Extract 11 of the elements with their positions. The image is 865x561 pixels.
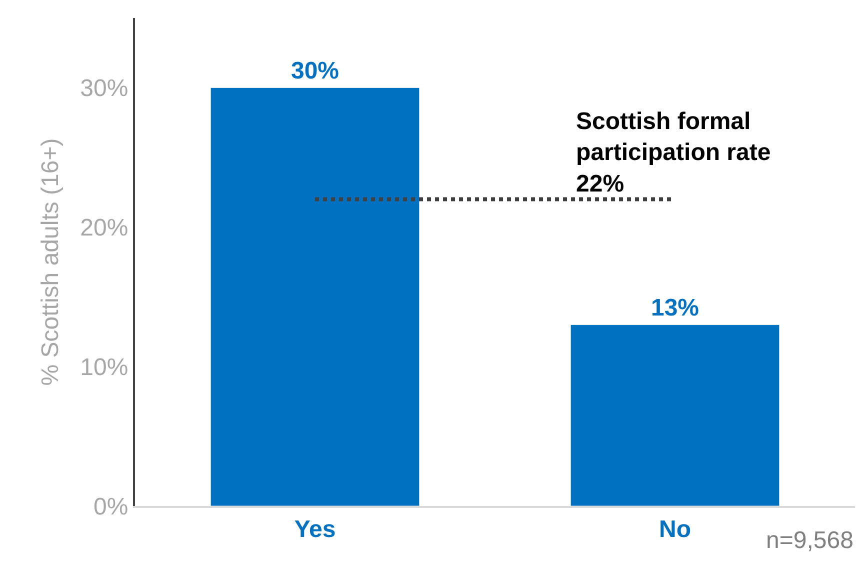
y-axis-title: % Scottish adults (16+) bbox=[36, 138, 64, 386]
data-label: 13% bbox=[650, 294, 700, 322]
x-tick-label: No bbox=[659, 516, 691, 543]
y-tick-label: 20% bbox=[80, 214, 128, 242]
ref-line-label: Scottish formal participation rate 22% bbox=[576, 108, 771, 198]
x-tick-label: Yes bbox=[294, 516, 336, 543]
text: n=9,568 bbox=[766, 527, 854, 554]
y-tick-label: 10% bbox=[80, 354, 128, 381]
y-tick-label: 0% bbox=[94, 493, 128, 520]
y-tick-label: 30% bbox=[80, 75, 128, 102]
data-label: 30% bbox=[290, 58, 340, 85]
